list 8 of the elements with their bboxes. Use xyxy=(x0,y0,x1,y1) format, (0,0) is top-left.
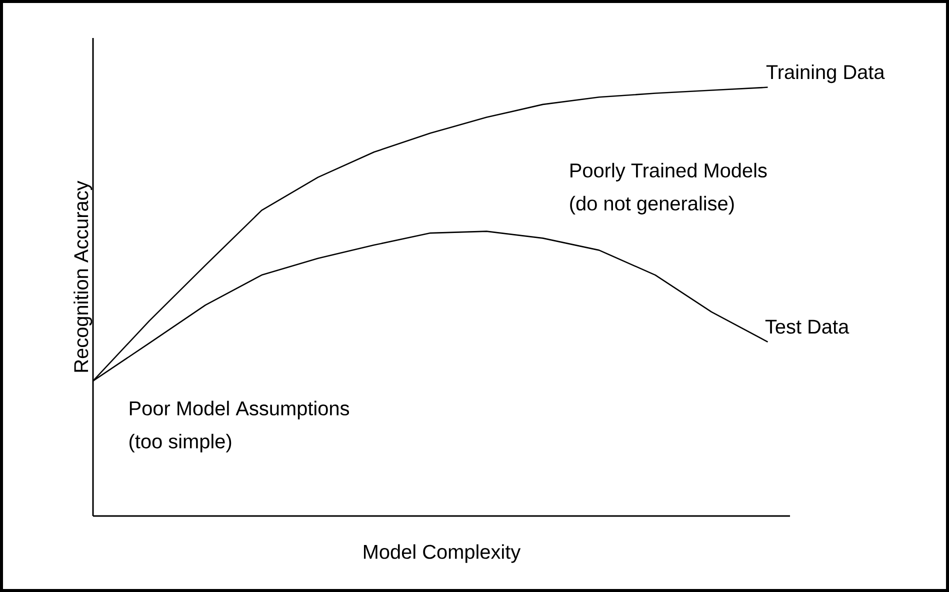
series-label: Test Data xyxy=(765,320,850,334)
annotation: Poorly Trained Models xyxy=(570,162,767,182)
annotation: Poor Model Assumptions xyxy=(130,400,350,420)
y-axis-title: Recognition Accuracy xyxy=(74,180,92,372)
annotation: (do not generalise) xyxy=(570,196,734,214)
series-label: Training Data xyxy=(766,64,885,84)
annotation: (too simple) xyxy=(130,434,232,452)
x-axis-title: Model Complexity xyxy=(364,544,521,563)
